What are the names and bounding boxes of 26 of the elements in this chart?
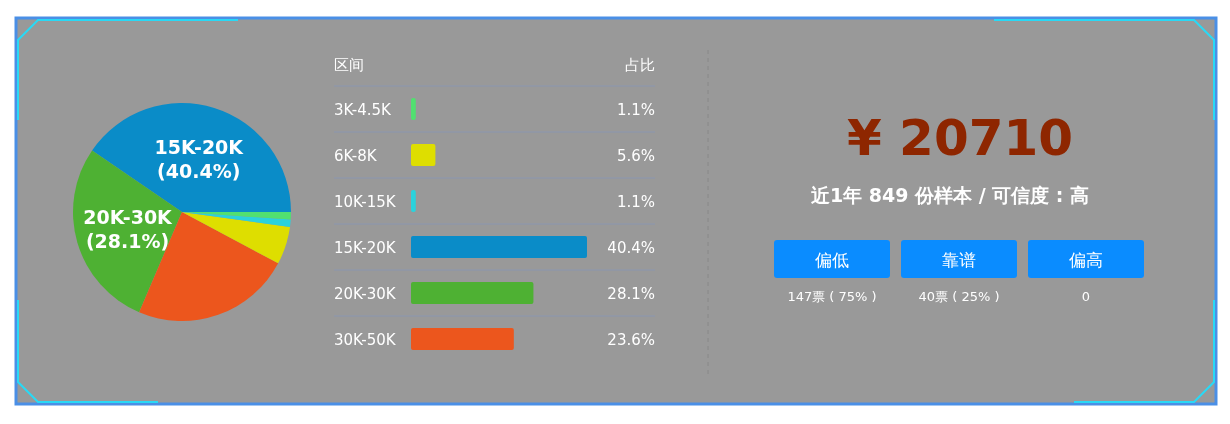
text: 147票 ( 75% ) bbox=[787, 289, 877, 304]
y-tick-label: 3K-4.5K bbox=[334, 101, 393, 119]
data-label: 5.6% bbox=[616, 147, 655, 165]
y-axis-title: 区间 bbox=[334, 56, 364, 74]
x-axis-title: 占比 bbox=[625, 56, 655, 74]
y-tick-label: 10K-15K bbox=[334, 193, 397, 211]
category-label: 偏低 bbox=[815, 250, 849, 270]
category-label: 靠谱 bbox=[942, 250, 976, 270]
slice-label: 15K-20K bbox=[154, 135, 245, 158]
text: ¥ 20710 bbox=[846, 109, 1074, 167]
text: 近1年 849 份样本 / 可信度 : 高 bbox=[809, 184, 1090, 206]
data-label: 40.4% bbox=[607, 239, 655, 257]
data-label: 1.1% bbox=[616, 193, 655, 211]
y-tick-label: 20K-30K bbox=[334, 285, 397, 303]
y-tick-label: 30K-50K bbox=[334, 331, 397, 349]
data-label: 28.1% bbox=[607, 285, 655, 303]
data-label: (40.4%) bbox=[157, 159, 241, 182]
text: 0 bbox=[1081, 289, 1091, 304]
data-label: 23.6% bbox=[607, 331, 655, 349]
category-label: 偏高 bbox=[1069, 250, 1103, 270]
data-label: 1.1% bbox=[616, 101, 655, 119]
text: 40票 ( 25% ) bbox=[918, 289, 1000, 304]
y-tick-label: 6K-8K bbox=[334, 147, 378, 165]
y-tick-label: 15K-20K bbox=[334, 239, 397, 257]
data-label: (28.1%) bbox=[85, 229, 170, 252]
slice-label: 20K-30K bbox=[83, 205, 174, 228]
